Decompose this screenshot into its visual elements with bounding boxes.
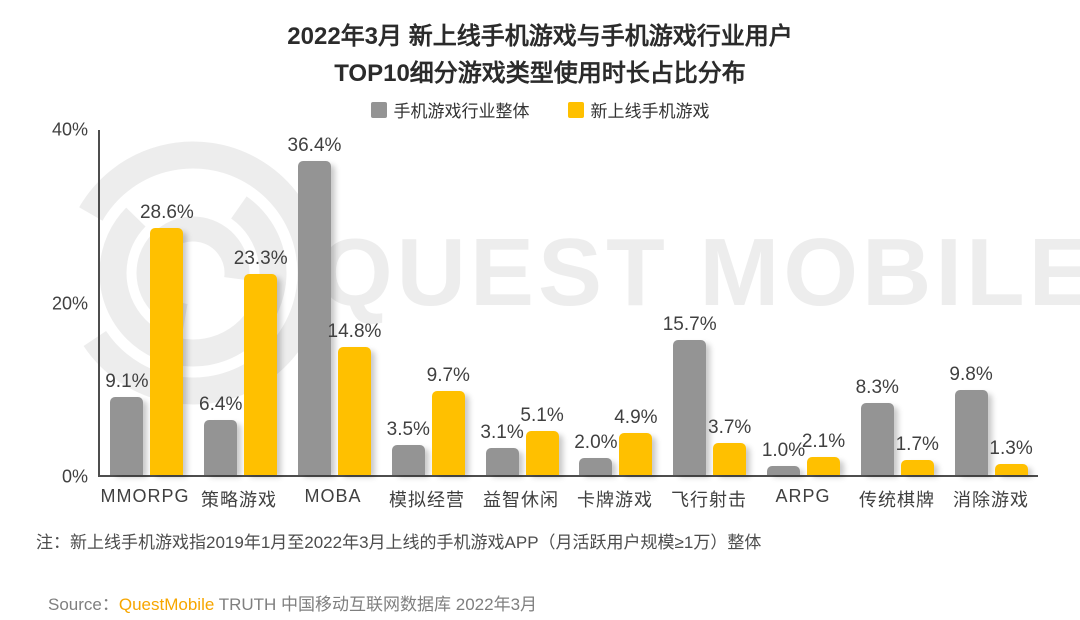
bar-group: 15.7% 3.7% bbox=[663, 130, 757, 475]
bar-value-label: 23.3% bbox=[233, 248, 288, 270]
bar-group: 3.5% 9.7% bbox=[381, 130, 475, 475]
bar-value-label: 28.6% bbox=[139, 202, 194, 224]
source-prefix: Source： bbox=[48, 595, 119, 614]
bar-value-label: 5.1% bbox=[520, 405, 564, 427]
legend-item-industry: 手机游戏行业整体 bbox=[370, 97, 530, 122]
x-axis-label: MMORPG bbox=[100, 486, 190, 506]
bar-value-label: 3.5% bbox=[386, 418, 430, 440]
bar-group: 9.1% 28.6% bbox=[100, 130, 194, 475]
bar-group: 3.1% 5.1% bbox=[475, 130, 569, 475]
bar-group: 36.4% 14.8% bbox=[288, 130, 381, 475]
source-suffix: TRUTH 中国移动互联网数据库 2022年3月 bbox=[214, 595, 538, 614]
bar-group: 8.3% 1.7% bbox=[850, 130, 944, 475]
bar-value-label: 6.4% bbox=[199, 393, 243, 415]
bar-new-game: 28.6% bbox=[140, 202, 194, 475]
bar-value-label: 1.0% bbox=[761, 440, 806, 462]
legend-label: 新上线手机游戏 bbox=[590, 102, 710, 121]
bar-industry: 36.4% bbox=[288, 135, 341, 475]
bar-new-game: 9.7% bbox=[427, 365, 470, 475]
bar-new-game: 14.8% bbox=[328, 321, 381, 475]
bar-industry: 9.8% bbox=[949, 364, 993, 475]
bar-industry: 2.0% bbox=[574, 432, 618, 475]
bar-value-label: 3.7% bbox=[708, 417, 752, 439]
legend-swatch-icon bbox=[370, 101, 387, 118]
bar-industry: 3.1% bbox=[480, 422, 524, 475]
bar-value-label: 2.0% bbox=[574, 431, 618, 453]
x-axis-label: 飞行射击 bbox=[671, 490, 747, 510]
x-axis-label: ARPG bbox=[775, 486, 831, 506]
bar-new-game: 2.1% bbox=[802, 431, 845, 475]
x-axis-label: 益智休闲 bbox=[483, 490, 559, 510]
source-brand: QuestMobile bbox=[118, 595, 215, 614]
y-axis-tick: 0% bbox=[61, 466, 88, 487]
plot-area: 9.1% 28.6% 6.4% 23.3% 36.4% 14.8% 3.5% 9.7% 3.1%… bbox=[98, 130, 1038, 477]
bar-industry: 6.4% bbox=[199, 394, 242, 475]
bar-group: 6.4% 23.3% bbox=[194, 130, 288, 475]
bar-industry: 1.0% bbox=[762, 440, 805, 475]
bar-new-game: 4.9% bbox=[614, 407, 658, 475]
legend-swatch-icon bbox=[567, 101, 584, 118]
bar-value-label: 3.1% bbox=[480, 422, 524, 444]
x-axis-label: MOBA bbox=[304, 486, 362, 506]
x-axis-label: 策略游戏 bbox=[201, 490, 277, 510]
bar-group: 1.0% 2.1% bbox=[757, 130, 851, 475]
bar-industry: 3.5% bbox=[387, 419, 430, 475]
bar-value-label: 9.8% bbox=[949, 364, 993, 386]
bar-industry: 9.1% bbox=[105, 371, 149, 475]
bar-value-label: 8.3% bbox=[855, 377, 899, 399]
legend: 手机游戏行业整体 新上线手机游戏 bbox=[0, 97, 1080, 122]
chart-title-line1: 2022年3月 新上线手机游戏与手机游戏行业用户 bbox=[287, 23, 793, 50]
bar-value-label: 14.8% bbox=[327, 321, 382, 343]
x-axis: MMORPG 策略游戏 MOBA 模拟经营 益智休闲 卡牌游戏 飞行射击 ARPG 传统棋牌 消除… bbox=[98, 486, 1038, 512]
y-axis: 40% 20% 0% bbox=[0, 120, 88, 487]
legend-item-new-games: 新上线手机游戏 bbox=[567, 97, 710, 122]
bar-value-label: 2.1% bbox=[801, 430, 846, 452]
bar-group: 9.8% 1.3% bbox=[944, 130, 1038, 475]
bar-value-label: 9.1% bbox=[105, 370, 149, 392]
bar-new-game: 1.3% bbox=[989, 438, 1033, 475]
bar-new-game: 23.3% bbox=[234, 248, 288, 475]
x-axis-label: 卡牌游戏 bbox=[577, 490, 653, 510]
bar-new-game: 1.7% bbox=[896, 434, 939, 475]
x-axis-label: 模拟经营 bbox=[389, 490, 465, 510]
bar-value-label: 4.9% bbox=[614, 406, 658, 428]
bar-new-game: 5.1% bbox=[520, 405, 564, 475]
chart-title-line2: TOP10细分游戏类型使用时长占比分布 bbox=[334, 60, 746, 87]
bar-new-game: 3.7% bbox=[708, 417, 751, 475]
source-line: Source：QuestMobile TRUTH 中国移动互联网数据库 2022… bbox=[48, 590, 537, 615]
bar-value-label: 36.4% bbox=[287, 135, 342, 157]
bar-value-label: 15.7% bbox=[662, 313, 717, 335]
bar-group: 2.0% 4.9% bbox=[569, 130, 663, 475]
bar-value-label: 1.3% bbox=[989, 437, 1033, 459]
x-axis-label: 消除游戏 bbox=[953, 490, 1029, 510]
bar-industry: 8.3% bbox=[856, 377, 899, 475]
bar-industry: 15.7% bbox=[663, 314, 717, 475]
x-axis-label: 传统棋牌 bbox=[859, 490, 935, 510]
legend-label: 手机游戏行业整体 bbox=[393, 102, 530, 121]
footnote: 注：新上线手机游戏指2019年1月至2022年3月上线的手机游戏APP（月活跃用… bbox=[36, 533, 762, 552]
bar-value-label: 1.7% bbox=[895, 434, 939, 456]
bar-value-label: 9.7% bbox=[426, 365, 470, 387]
y-axis-tick: 20% bbox=[51, 293, 88, 313]
y-axis-tick: 40% bbox=[51, 119, 88, 140]
